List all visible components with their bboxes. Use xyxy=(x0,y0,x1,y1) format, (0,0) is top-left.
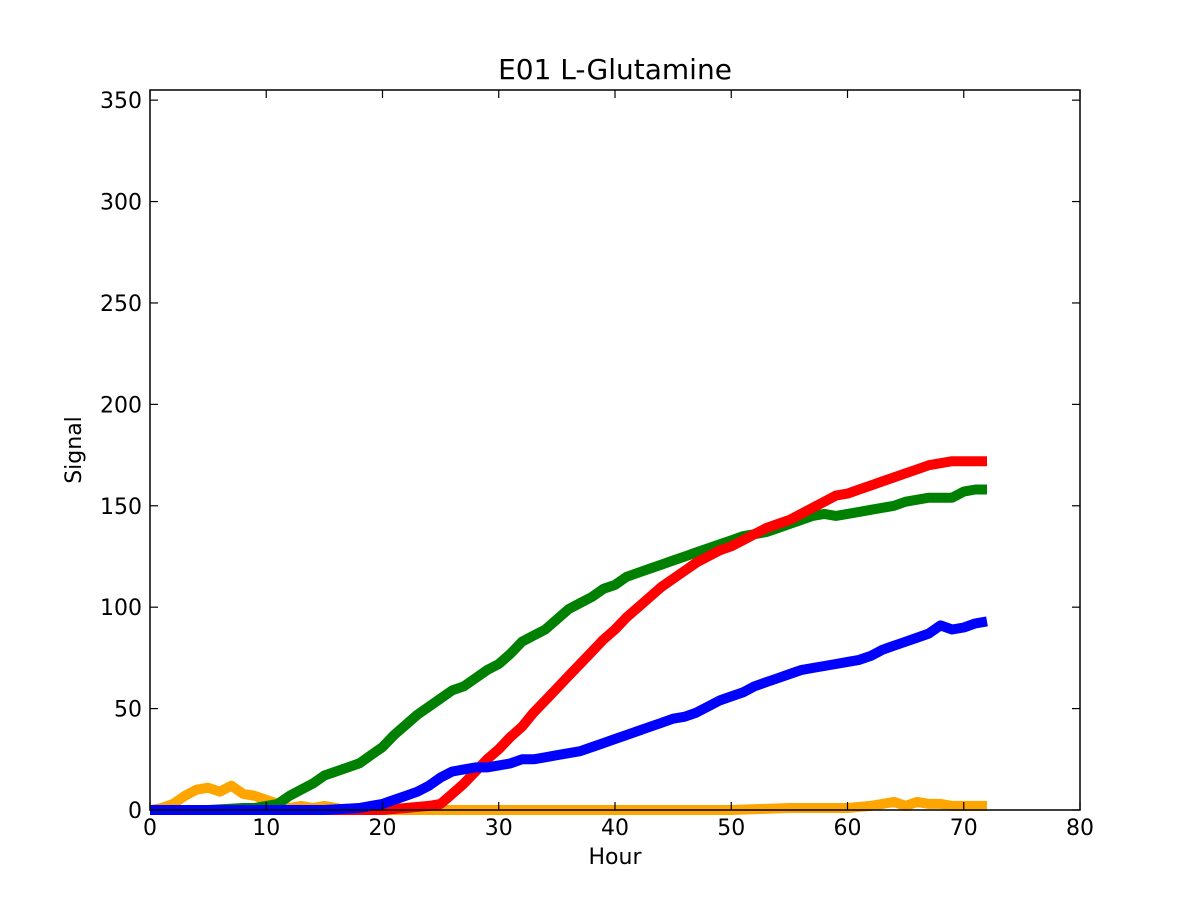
series-line-3 xyxy=(150,456,987,815)
y-tick-label: 0 xyxy=(128,799,142,824)
x-tick-label: 70 xyxy=(950,816,978,841)
x-tick-label: 10 xyxy=(252,816,280,841)
x-tick-label: 30 xyxy=(485,816,513,841)
x-tick-label: 50 xyxy=(717,816,745,841)
chart-title: E01 L-Glutamine xyxy=(498,53,732,86)
x-tick-label: 80 xyxy=(1066,816,1094,841)
series-line-4 xyxy=(150,616,988,815)
x-tick-label: 40 xyxy=(601,816,629,841)
x-axis-label: Hour xyxy=(589,845,643,870)
x-tick-label: 20 xyxy=(369,816,397,841)
y-tick-label: 300 xyxy=(100,191,142,216)
x-tick-label: 60 xyxy=(834,816,862,841)
y-tick-label: 150 xyxy=(100,495,142,520)
y-tick-label: 250 xyxy=(100,292,142,317)
tick-layer: 0 10 20 30 40 50 60 70 80 0 50 100 150 200 250 300 350 xyxy=(100,89,1094,841)
x-tick-label: 0 xyxy=(143,816,157,841)
y-tick-label: 50 xyxy=(114,698,142,723)
y-tick-label: 350 xyxy=(100,89,142,114)
series-line-2 xyxy=(150,484,987,815)
y-tick-label: 100 xyxy=(100,596,142,621)
y-axis-label: Signal xyxy=(62,416,87,484)
y-tick-label: 200 xyxy=(100,393,142,418)
